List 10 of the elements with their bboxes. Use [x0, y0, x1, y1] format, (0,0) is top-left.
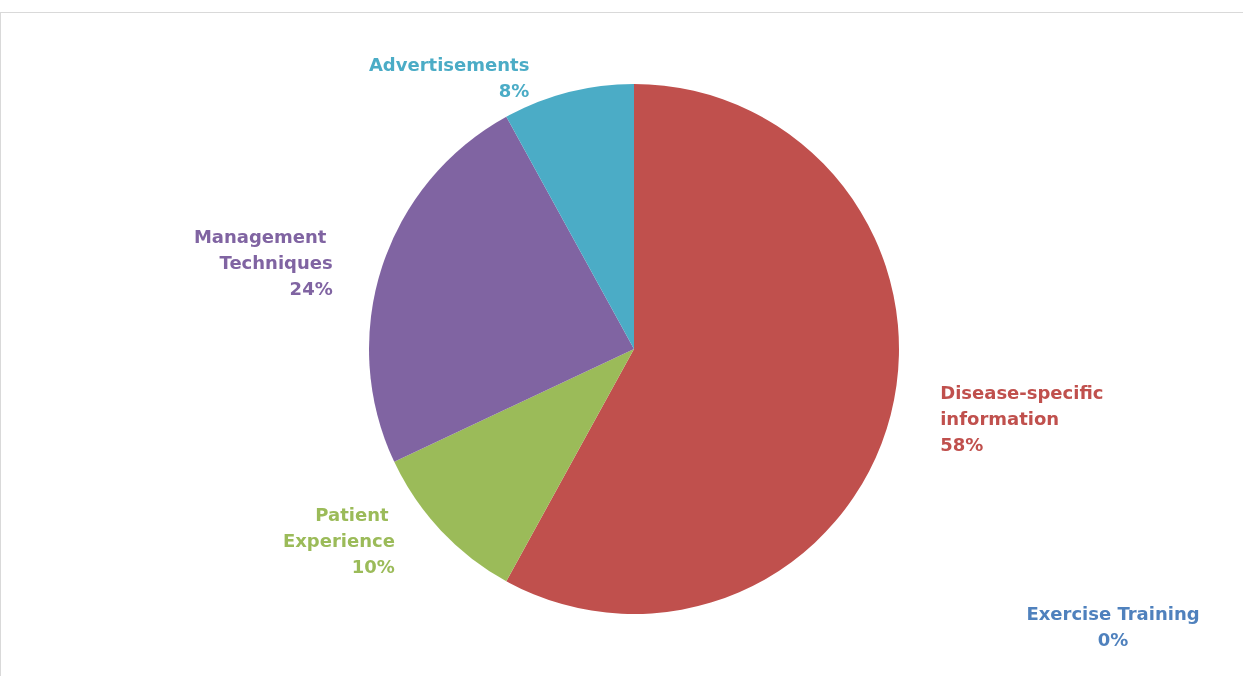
category-label: Exercise Training — [1026, 602, 1200, 624]
data-label: 8% — [498, 80, 530, 102]
slice-label: Patient Experience — [282, 504, 395, 552]
data-label: 58% — [940, 434, 984, 456]
slice-label: Disease-specific information — [940, 382, 1110, 430]
data-label: 24% — [289, 277, 333, 299]
data-label: 10% — [351, 556, 395, 578]
slice-label: Management Techniques — [193, 225, 333, 273]
text: 0% — [1097, 628, 1129, 650]
slice-label: Advertisements — [368, 54, 530, 76]
